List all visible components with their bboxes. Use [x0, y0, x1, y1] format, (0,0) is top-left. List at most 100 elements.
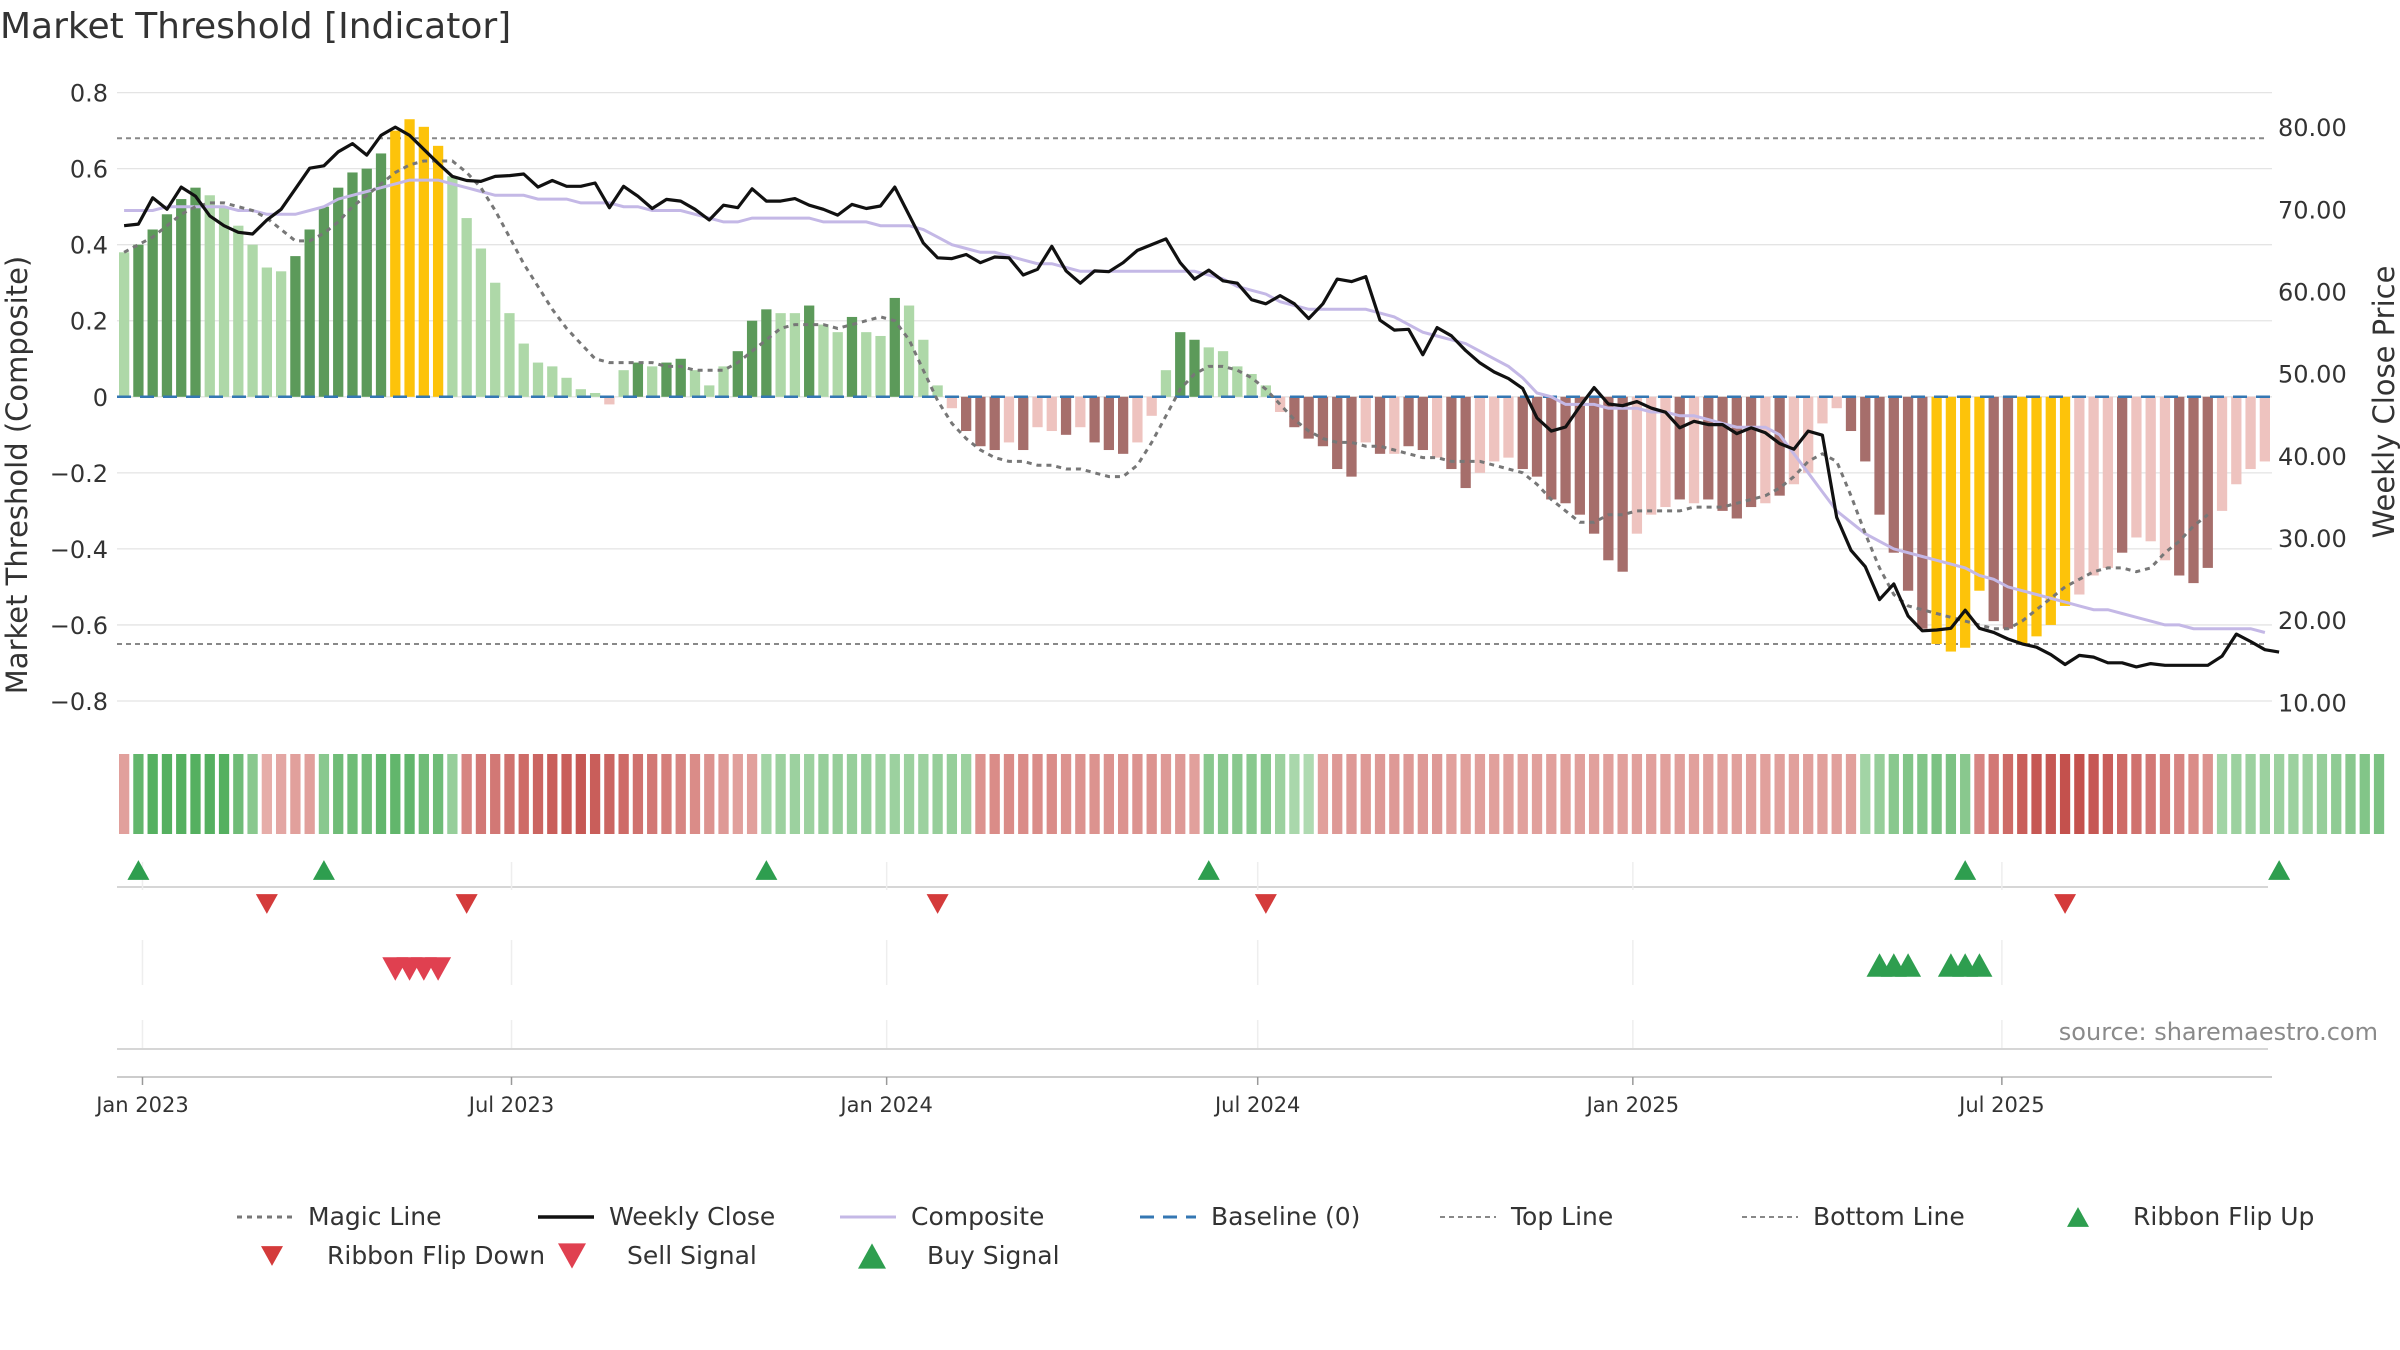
ribbon-cell-106	[1631, 754, 1643, 834]
ribbon-cell-91	[1417, 754, 1428, 834]
legend-item-6: Ribbon Flip Up	[2067, 1202, 2314, 1231]
left-tick-label-7: −0.6	[50, 612, 108, 640]
ribbon-cell-58	[946, 754, 958, 834]
composite-bar-52	[861, 332, 872, 397]
composite-bar-118	[1803, 396, 1814, 473]
ribbon-cell-114	[1745, 754, 1757, 834]
ribbon-cell-103	[1588, 754, 1600, 834]
ribbon-cell-43	[732, 754, 743, 834]
ribbon-cell-116	[1774, 754, 1785, 834]
ribbon-cell-12	[290, 754, 301, 834]
ribbon-cell-2	[147, 754, 158, 834]
composite-bar-107	[1646, 396, 1657, 515]
ribbon-cell-93	[1446, 754, 1457, 834]
ribbon-flip-down-marker-2	[926, 894, 949, 914]
composite-bar-5	[190, 187, 201, 397]
ribbon-cell-127	[1931, 754, 1942, 834]
composite-bar-72	[1146, 396, 1157, 416]
composite-bar-124	[1888, 396, 1899, 553]
ribbon-cell-137	[2074, 754, 2085, 834]
composite-bar-88	[1374, 396, 1386, 454]
ribbon-cell-86	[1346, 754, 1357, 834]
composite-bar-141	[2131, 396, 2142, 538]
composite-bar-40	[689, 370, 701, 397]
composite-bar-28	[518, 343, 529, 397]
composite-bar-9	[247, 244, 258, 397]
ribbon-cell-155	[2331, 754, 2342, 834]
composite-bar-54	[889, 297, 900, 397]
left-y-axis-label: Market Threshold (Composite)	[0, 256, 34, 694]
composite-bar-48	[804, 305, 815, 397]
ribbon-cell-66	[1060, 754, 1072, 834]
composite-bar-76	[1203, 347, 1214, 397]
ribbon-cell-69	[1103, 754, 1115, 834]
composite-bar-130	[1974, 396, 1985, 591]
composite-bar-63	[1018, 396, 1029, 451]
right-tick-label-7: 10.00	[2278, 689, 2347, 717]
ribbon-cell-70	[1118, 754, 1129, 834]
ribbon-cell-59	[961, 754, 972, 834]
left-tick-label-5: −0.2	[50, 460, 108, 488]
composite-bar-70	[1118, 396, 1129, 454]
ribbon-cell-15	[333, 754, 344, 834]
composite-bar-131	[1988, 396, 1999, 622]
ribbon-cell-0	[118, 754, 130, 834]
composite-bar-136	[2059, 396, 2071, 606]
ribbon-cell-7	[218, 754, 230, 834]
ribbon-cell-79	[1246, 754, 1257, 834]
composite-bar-132	[2002, 396, 2014, 629]
ribbon-flip-up-marker-4	[1954, 860, 1977, 880]
ribbon-flip-up-marker-2	[755, 860, 778, 880]
composite-line	[124, 178, 2266, 634]
ribbon-cell-154	[2316, 754, 2328, 834]
composite-bar-26	[490, 282, 501, 397]
ribbon-cell-14	[318, 754, 330, 834]
ribbon-cell-157	[2359, 754, 2370, 834]
ribbon-cell-34	[604, 754, 615, 834]
ribbon-cell-142	[2145, 754, 2156, 834]
composite-bar-114	[1745, 396, 1757, 508]
ribbon-cell-1	[133, 754, 144, 834]
legend-item-1: Weekly Close	[538, 1202, 775, 1231]
ribbon-cell-13	[304, 754, 315, 834]
composite-bar-35	[618, 370, 629, 397]
right-y-axis-ticks: 80.00 70.00 60.00 50.00 40.00 30.00 20.00 10.00	[2278, 114, 2347, 717]
composite-bar-95	[1474, 396, 1486, 473]
composite-bars	[118, 119, 2271, 652]
ribbon-cell-41	[704, 754, 715, 834]
composite-bar-78	[1232, 366, 1243, 397]
composite-bar-36	[632, 362, 644, 397]
composite-bar-80	[1260, 385, 1271, 397]
ribbon-cell-153	[2302, 754, 2313, 834]
ribbon-cell-84	[1317, 754, 1329, 834]
ribbon-cell-68	[1089, 754, 1100, 834]
ribbon-cell-55	[903, 754, 915, 834]
ribbon-cell-92	[1431, 754, 1443, 834]
legend-swatch	[558, 1243, 586, 1269]
ribbon-cell-117	[1788, 754, 1800, 834]
legend-item-7: Ribbon Flip Down	[261, 1241, 545, 1270]
composite-bar-60	[975, 396, 986, 447]
legend-item-3: Baseline (0)	[1140, 1202, 1360, 1231]
legend-label-9: Buy Signal	[927, 1241, 1060, 1270]
ribbon-cell-36	[632, 754, 644, 834]
ribbon-cell-65	[1046, 754, 1057, 834]
ribbon-cell-27	[504, 754, 515, 834]
composite-bar-67	[1075, 396, 1086, 428]
ribbon-cell-119	[1817, 754, 1828, 834]
composite-bar-97	[1503, 396, 1514, 458]
legend-item-5: Bottom Line	[1742, 1202, 1965, 1231]
ribbon-cell-45	[761, 754, 772, 834]
ribbon-flip-down-marker-0	[255, 894, 278, 914]
ribbon-flip-down-marker-1	[455, 894, 478, 914]
right-y-axis-label: Weekly Close Price	[2367, 266, 2400, 539]
ribbon-cell-53	[875, 754, 886, 834]
composite-bar-18	[375, 153, 387, 397]
ribbon-cell-26	[490, 754, 501, 834]
ribbon-cell-21	[418, 754, 429, 834]
composite-bar-99	[1531, 396, 1543, 477]
ribbon-cell-54	[889, 754, 900, 834]
composite-bar-64	[1032, 396, 1043, 428]
ribbon-cell-126	[1917, 754, 1928, 834]
